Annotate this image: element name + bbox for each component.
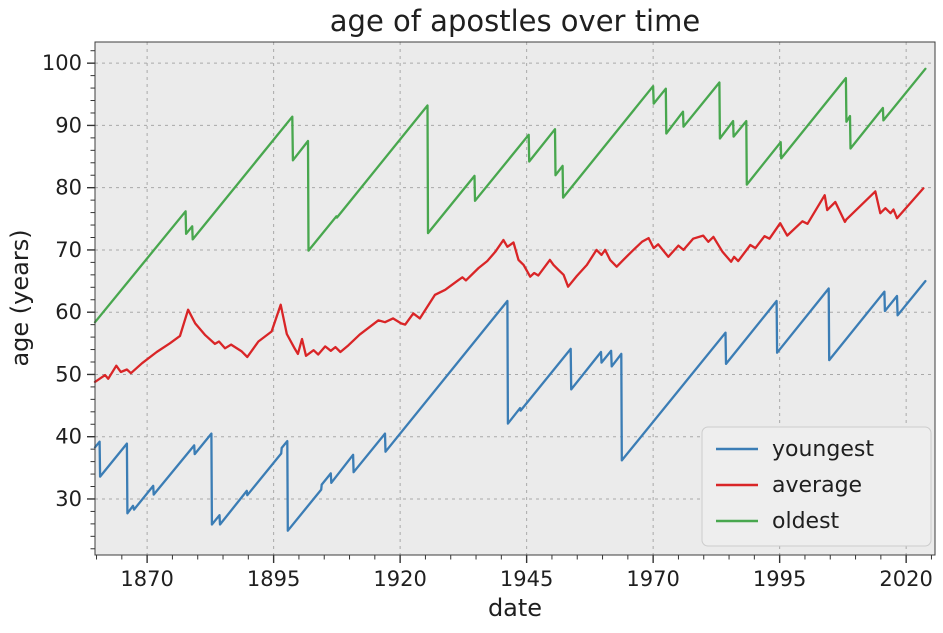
y-tick-label: 100 xyxy=(42,51,82,75)
x-tick-label: 1945 xyxy=(500,567,553,591)
series-line-oldest xyxy=(93,67,927,324)
plot-border xyxy=(94,41,936,556)
y-tick-label: 40 xyxy=(55,425,82,449)
y-tick-label: 50 xyxy=(55,362,82,386)
chart-title: age of apostles over time xyxy=(330,4,700,38)
data-series xyxy=(93,67,927,532)
y-tick-label: 90 xyxy=(55,113,82,137)
y-axis-label: age (years) xyxy=(6,229,34,366)
legend: youngest average oldest xyxy=(701,426,932,547)
legend-box xyxy=(701,426,932,547)
legend-entry-average: average xyxy=(716,473,862,498)
x-tick-label: 1920 xyxy=(373,567,426,591)
axis-ticks xyxy=(87,50,932,563)
legend-label-youngest: youngest xyxy=(772,437,874,462)
x-tick-label: 1995 xyxy=(753,567,806,591)
legend-label-oldest: oldest xyxy=(772,509,840,534)
x-tick-label: 1870 xyxy=(120,567,173,591)
legend-entry-oldest: oldest xyxy=(716,509,840,534)
x-tick-label: 1970 xyxy=(626,567,679,591)
legend-label-average: average xyxy=(772,473,862,498)
y-tick-label: 80 xyxy=(55,176,82,200)
legend-entry-youngest: youngest xyxy=(716,437,874,462)
axis-tick-labels: 1870 1895 1920 1945 1970 1995 2020 30 40 50 60 70 80… xyxy=(42,51,933,591)
x-axis-label: date xyxy=(488,594,542,622)
y-tick-label: 30 xyxy=(55,487,82,511)
x-tick-label: 2020 xyxy=(879,567,932,591)
series-line-average xyxy=(93,187,925,384)
y-tick-label: 70 xyxy=(55,238,82,262)
x-tick-label: 1895 xyxy=(247,567,300,591)
series-line-youngest xyxy=(93,279,927,532)
y-tick-label: 60 xyxy=(55,300,82,324)
